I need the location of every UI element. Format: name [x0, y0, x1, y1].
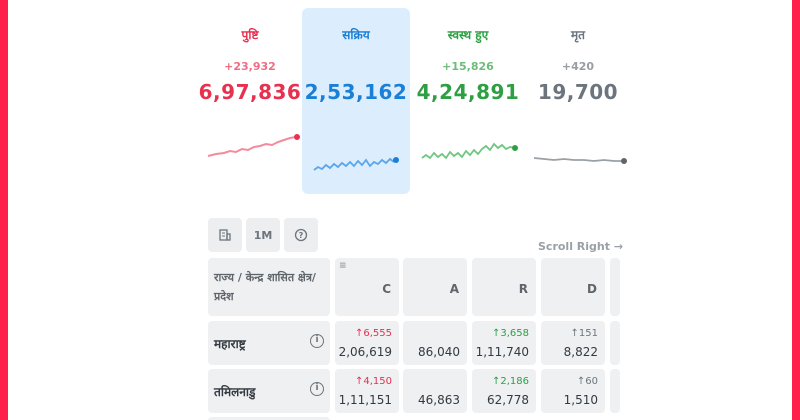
info-icon[interactable]: i — [310, 382, 324, 396]
column-header-a[interactable]: A — [403, 258, 467, 316]
column-header-d[interactable]: D — [541, 258, 605, 316]
sparkline-confirmed — [207, 134, 300, 157]
scroll-right-hint: Scroll Right → — [538, 240, 624, 253]
column-header-c-label: C — [382, 282, 391, 296]
table-cell-recovered: ↑2,186 62,778 — [472, 369, 536, 413]
sparkline-deceased — [533, 157, 627, 164]
stat-confirmed[interactable]: पुष्टि +23,932 6,97,836 — [196, 8, 304, 194]
table-row-partial — [208, 417, 330, 420]
active-value: 46,863 — [418, 393, 460, 407]
stat-active-total: 2,53,162 — [304, 80, 408, 104]
toggle-district-button[interactable] — [208, 218, 242, 252]
column-header-r[interactable]: R — [472, 258, 536, 316]
state-name: महाराष्ट्र — [214, 337, 246, 351]
stat-confirmed-delta: +23,932 — [224, 60, 276, 73]
stat-active-label: सक्रिय — [342, 28, 370, 42]
confirmed-value: 1,11,151 — [338, 393, 392, 407]
confirmed-delta: ↑4,150 — [354, 376, 392, 387]
sort-icon: ≡ — [339, 261, 347, 271]
recovered-delta: ↑3,658 — [491, 328, 529, 339]
column-header-partial — [610, 258, 620, 316]
page-background: पुष्टि +23,932 6,97,836 सक्रिय 2,53,162 … — [8, 0, 792, 420]
table-cell-partial — [610, 369, 620, 413]
recovered-value: 1,11,740 — [475, 345, 529, 359]
table-row-state[interactable]: तमिलनाडु i — [208, 369, 330, 413]
column-header-c[interactable]: ≡ C — [335, 258, 399, 316]
table-cell-recovered: ↑3,658 1,11,740 — [472, 321, 536, 365]
stat-deceased[interactable]: मृत +420 19,700 — [524, 8, 632, 194]
table-cell-deceased: ↑60 1,510 — [541, 369, 605, 413]
stat-confirmed-total: 6,97,836 — [198, 80, 302, 104]
timespan-button[interactable]: 1M — [246, 218, 280, 252]
stat-recovered-delta: +15,826 — [442, 60, 494, 73]
stat-deceased-label: मृत — [570, 28, 586, 42]
table-cell-confirmed: ↑4,150 1,11,151 — [335, 369, 399, 413]
svg-text:?: ? — [299, 231, 304, 240]
question-icon: ? — [294, 228, 308, 242]
table-cell-partial — [610, 321, 620, 365]
sparkline-active — [313, 157, 399, 171]
recovered-delta: ↑2,186 — [491, 376, 529, 387]
table-cell-confirmed: ↑6,555 2,06,619 — [335, 321, 399, 365]
deceased-delta: ↑60 — [576, 376, 598, 387]
active-value: 86,040 — [418, 345, 460, 359]
sparkline-recovered — [421, 142, 518, 160]
deceased-value: 8,822 — [563, 345, 598, 359]
state-name: तमिलनाडु — [214, 385, 256, 399]
table-cell-active: 86,040 — [403, 321, 467, 365]
deceased-delta: ↑151 — [570, 328, 598, 339]
stat-deceased-delta: +420 — [561, 60, 595, 73]
confirmed-delta: ↑6,555 — [354, 328, 392, 339]
stat-active[interactable]: सक्रिय 2,53,162 — [302, 8, 410, 194]
confirmed-value: 2,06,619 — [338, 345, 392, 359]
stat-recovered[interactable]: स्वस्थ हुए +15,826 4,24,891 — [414, 8, 522, 194]
stat-recovered-total: 4,24,891 — [416, 80, 520, 104]
table-cell-active: 46,863 — [403, 369, 467, 413]
stat-deceased-total: 19,700 — [537, 80, 619, 104]
recovered-value: 62,778 — [487, 393, 529, 407]
deceased-value: 1,510 — [563, 393, 598, 407]
stat-recovered-label: स्वस्थ हुए — [447, 28, 489, 42]
stat-confirmed-label: पुष्टि — [241, 28, 259, 42]
table-cell-deceased: ↑151 8,822 — [541, 321, 605, 365]
help-button[interactable]: ? — [284, 218, 318, 252]
info-icon[interactable]: i — [310, 334, 324, 348]
building-icon — [219, 229, 231, 241]
table-row-state[interactable]: महाराष्ट्र i — [208, 321, 330, 365]
dashboard: पुष्टि +23,932 6,97,836 सक्रिय 2,53,162 … — [80, 0, 792, 420]
state-column-header[interactable]: राज्य / केन्द्र शासित क्षेत्र/प्रदेश — [208, 258, 330, 316]
